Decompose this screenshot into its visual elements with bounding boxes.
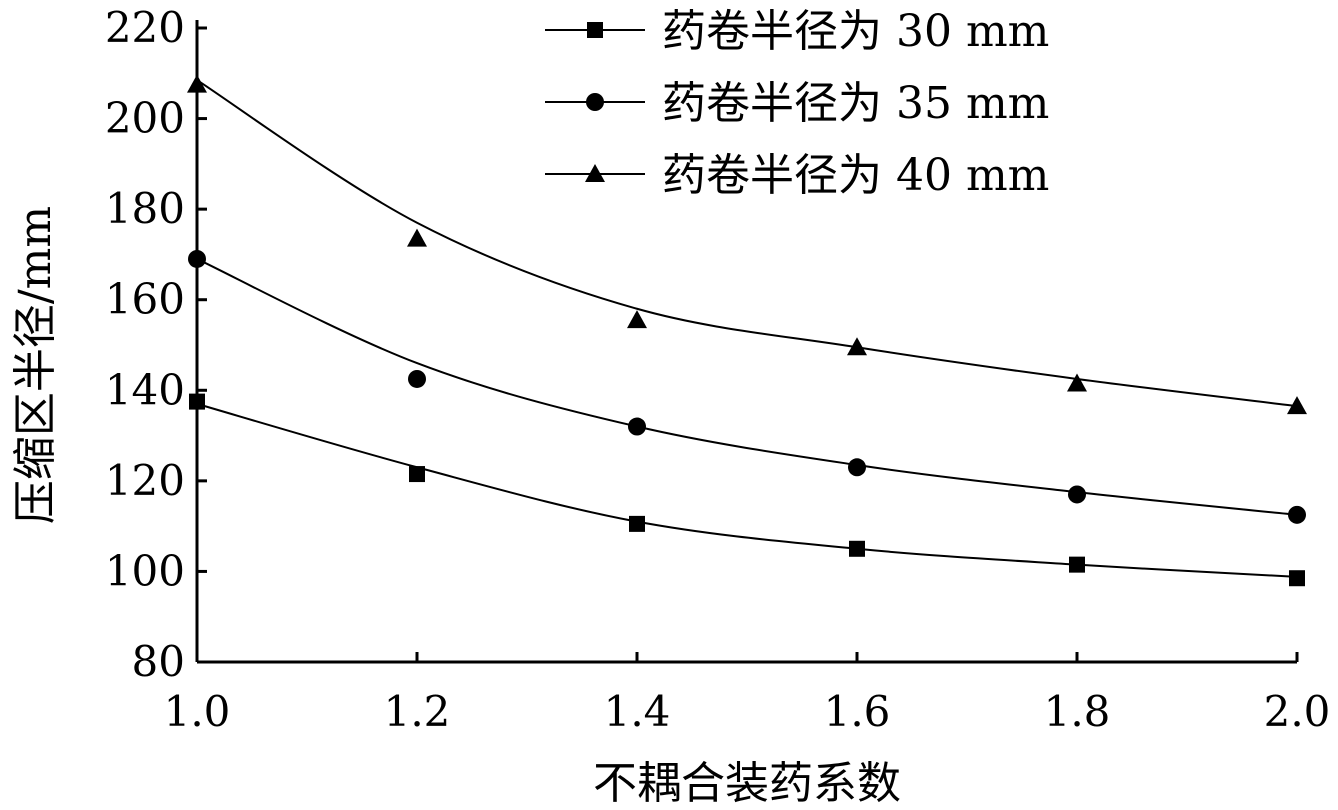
data-point-square bbox=[189, 393, 205, 410]
legend-marker-square bbox=[587, 22, 603, 38]
y-tick-label: 140 bbox=[105, 365, 185, 414]
legend-marker-triangle bbox=[585, 164, 605, 182]
y-tick-label: 200 bbox=[105, 94, 185, 143]
fit-line-triangle bbox=[196, 79, 1298, 408]
axes: 80 100 120 140 160 180 200 220 1.0 1.2 1.4 1.6 1.8 2.… bbox=[105, 3, 1331, 736]
x-tick-label: 1.4 bbox=[604, 687, 671, 736]
y-tick-label: 220 bbox=[105, 3, 185, 52]
x-tick-label: 2.0 bbox=[1264, 687, 1331, 736]
x-tick-label: 1.8 bbox=[1044, 687, 1111, 736]
data-point-square bbox=[849, 540, 865, 557]
data-point-square bbox=[1069, 556, 1085, 573]
data-point-circle bbox=[848, 458, 866, 477]
y-tick-label: 120 bbox=[105, 456, 185, 505]
data-point-circle bbox=[408, 369, 426, 388]
y-tick-label: 80 bbox=[132, 637, 185, 686]
data-point-circle bbox=[1288, 505, 1306, 524]
data-point-triangle bbox=[1287, 396, 1307, 415]
data-point-triangle bbox=[847, 337, 867, 356]
y-tick-label: 100 bbox=[105, 546, 185, 595]
legend: 药卷半径为 30 mm 药卷半径为 35 mm 药卷半径为 40 mm bbox=[545, 6, 1049, 201]
data-markers bbox=[187, 74, 1307, 587]
x-axis-title: 不耦合装药系数 bbox=[593, 758, 901, 809]
y-tick-label: 160 bbox=[105, 275, 185, 324]
fit-line-square bbox=[196, 402, 1298, 578]
data-point-square bbox=[409, 466, 425, 483]
data-point-circle bbox=[1068, 485, 1086, 504]
y-axis-title: 压缩区半径/mm bbox=[10, 206, 61, 524]
data-point-triangle bbox=[1067, 373, 1087, 392]
fit-line-circle bbox=[196, 258, 1298, 516]
fit-lines bbox=[196, 79, 1298, 578]
legend-label: 药卷半径为 40 mm bbox=[662, 150, 1049, 201]
data-point-circle bbox=[628, 417, 646, 436]
legend-marker-circle bbox=[586, 93, 604, 111]
legend-label: 药卷半径为 35 mm bbox=[662, 78, 1049, 129]
x-tick-label: 1.6 bbox=[824, 687, 891, 736]
y-tick-label: 180 bbox=[105, 184, 185, 233]
legend-label: 药卷半径为 30 mm bbox=[662, 6, 1049, 57]
x-tick-label: 1.2 bbox=[384, 687, 451, 736]
data-point-square bbox=[629, 515, 645, 532]
data-point-triangle bbox=[407, 228, 427, 247]
x-tick-label: 1.0 bbox=[164, 687, 231, 736]
data-point-square bbox=[1289, 570, 1305, 587]
data-point-circle bbox=[188, 249, 206, 268]
data-point-triangle bbox=[187, 74, 207, 93]
data-point-triangle bbox=[627, 310, 647, 329]
